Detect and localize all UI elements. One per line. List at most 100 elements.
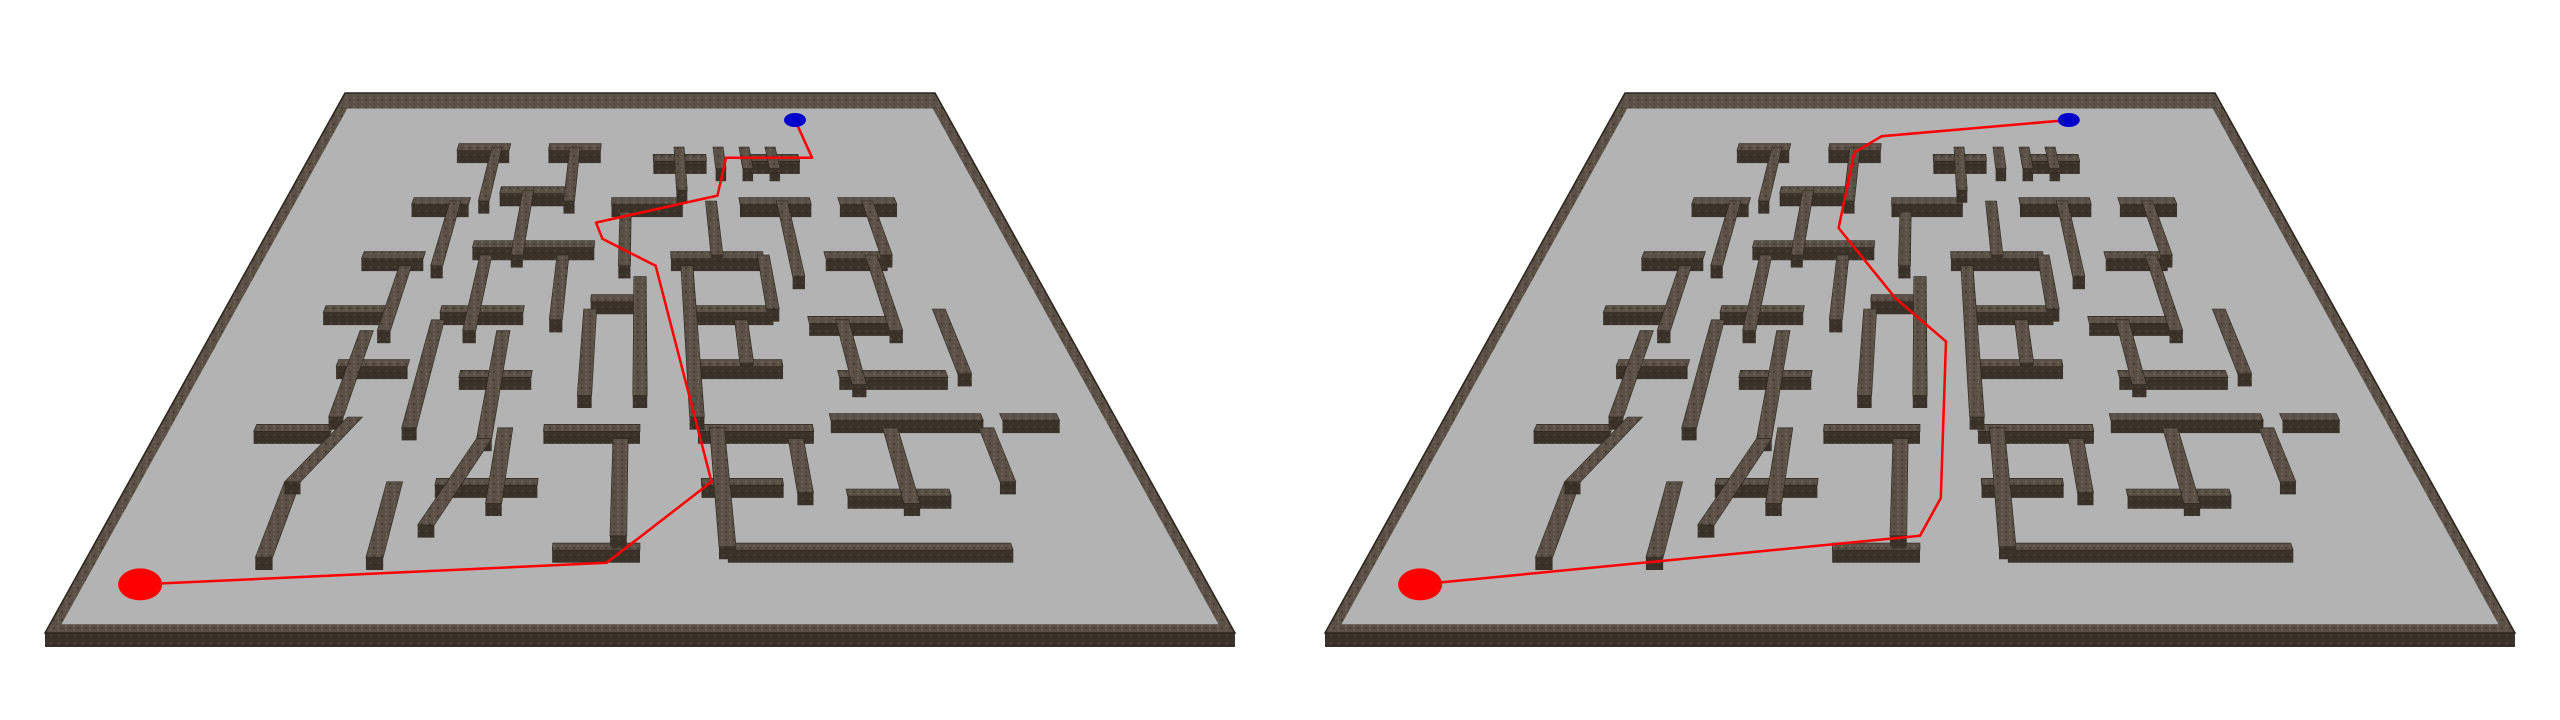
- maze-wall: [861, 200, 893, 256]
- maze-wall: [2006, 542, 2294, 551]
- maze-wall: [590, 294, 641, 303]
- maze-wall-side: [1681, 427, 1697, 441]
- maze-wall: [1742, 254, 1773, 331]
- maze-wall: [864, 254, 904, 331]
- start-marker: [1398, 568, 1443, 601]
- maze-wall: [1697, 438, 1773, 526]
- maze-wall: [611, 197, 684, 205]
- maze-wall-side: [1719, 312, 1804, 326]
- maze-wall-side: [852, 384, 867, 398]
- maze-wall: [1989, 427, 2017, 547]
- maze-wall-side: [903, 503, 921, 516]
- maze-wall-side: [2007, 550, 2294, 563]
- maze-wall: [360, 251, 426, 259]
- maze-wall: [978, 427, 1017, 483]
- maze-wall: [253, 423, 334, 432]
- maze-wall: [471, 240, 596, 249]
- maze-wall: [2036, 254, 2060, 310]
- maze-wall-side: [727, 550, 1014, 563]
- maze-wall-side: [1998, 546, 2017, 560]
- maze-wall: [1563, 416, 1644, 483]
- maze-wall-side: [552, 550, 640, 563]
- maze-wall-side: [676, 190, 688, 203]
- maze-wall-side: [1829, 319, 1843, 333]
- maze-wall-side: [742, 168, 754, 182]
- maze-wall-side: [2046, 309, 2060, 322]
- maze-wall-side: [417, 525, 435, 538]
- maze-wall-side: [847, 496, 952, 509]
- maze-wall: [401, 319, 445, 429]
- maze-wall: [1640, 251, 1706, 259]
- maze-wall-side: [697, 431, 814, 444]
- maze-wall: [2141, 200, 2173, 256]
- maze-wall: [462, 254, 493, 331]
- maze-wall: [1691, 197, 1751, 205]
- maze-wall: [376, 265, 412, 331]
- maze-wall: [1710, 200, 1742, 267]
- maze-wall-side: [1645, 557, 1664, 570]
- maze-wall: [1645, 481, 1684, 558]
- maze-wall: [680, 265, 705, 418]
- maze-wall: [477, 146, 503, 202]
- maze-wall: [2108, 413, 2264, 421]
- maze-wall-side: [1564, 481, 1581, 495]
- maze-wall: [787, 438, 814, 493]
- maze-wall-side: [377, 330, 391, 344]
- maze-wall: [1736, 143, 1792, 151]
- maze-wall-side: [1969, 417, 1985, 430]
- maze-wall-side: [2279, 481, 2296, 495]
- maze-wall: [1828, 254, 1850, 321]
- maze-wall-side: [365, 557, 384, 570]
- maze-wall: [2144, 254, 2184, 331]
- board-front-edge: [45, 633, 1235, 647]
- maze-wall-side: [499, 193, 570, 207]
- maze-wall: [2014, 319, 2035, 364]
- maze-wall-side: [1697, 525, 1715, 538]
- maze-wall: [411, 197, 471, 205]
- maze-wall: [2117, 369, 2229, 378]
- goal-marker: [2057, 113, 2080, 127]
- maze-wall-side: [439, 312, 524, 326]
- maze-wall: [322, 305, 393, 313]
- maze-wall-side: [999, 481, 1016, 495]
- maze-wall: [576, 308, 597, 396]
- maze-wall-side: [1956, 190, 1968, 203]
- maze-wall-side: [2169, 330, 2183, 344]
- maze-wall: [1790, 189, 1815, 256]
- maze-wall: [1889, 438, 1909, 537]
- maze-wall-side: [693, 366, 784, 380]
- maze-wall-side: [1710, 265, 1723, 279]
- maze-wall-side: [1002, 420, 1060, 434]
- maze-wall: [1757, 146, 1783, 202]
- maze-wall: [1972, 359, 2064, 367]
- maze-wall-side: [2019, 204, 2092, 218]
- maze-wall-side: [563, 201, 575, 214]
- maze-wall: [689, 305, 774, 313]
- maze-wall-side: [361, 258, 424, 272]
- maze-wall-side: [323, 312, 390, 326]
- maze-wall-side: [1870, 301, 1920, 315]
- maze-wall: [2044, 146, 2061, 169]
- maze-wall: [548, 254, 570, 321]
- maze-wall: [485, 427, 514, 504]
- maze-wall-side: [1843, 201, 1855, 214]
- maze-wall: [738, 197, 812, 205]
- maze-wall-side: [456, 150, 510, 164]
- maze-wall: [1719, 305, 1805, 313]
- maze-wall: [1953, 146, 1968, 191]
- maze-wall-side: [880, 255, 893, 268]
- maze-wall: [734, 319, 755, 364]
- maze-wall-side: [401, 427, 417, 441]
- maze-wall-side: [618, 265, 631, 279]
- maze-wall-side: [1691, 204, 1749, 218]
- maze-wall: [931, 308, 973, 375]
- maze-wall-side: [1973, 366, 2064, 380]
- maze-wall-side: [632, 395, 648, 408]
- maze-wall: [365, 481, 404, 558]
- maze-wall-side: [2160, 255, 2173, 268]
- maze-wall-side: [609, 535, 627, 549]
- maze-wall: [2258, 427, 2297, 483]
- maze-wall-side: [2022, 168, 2034, 182]
- maze-wall-side: [255, 557, 273, 570]
